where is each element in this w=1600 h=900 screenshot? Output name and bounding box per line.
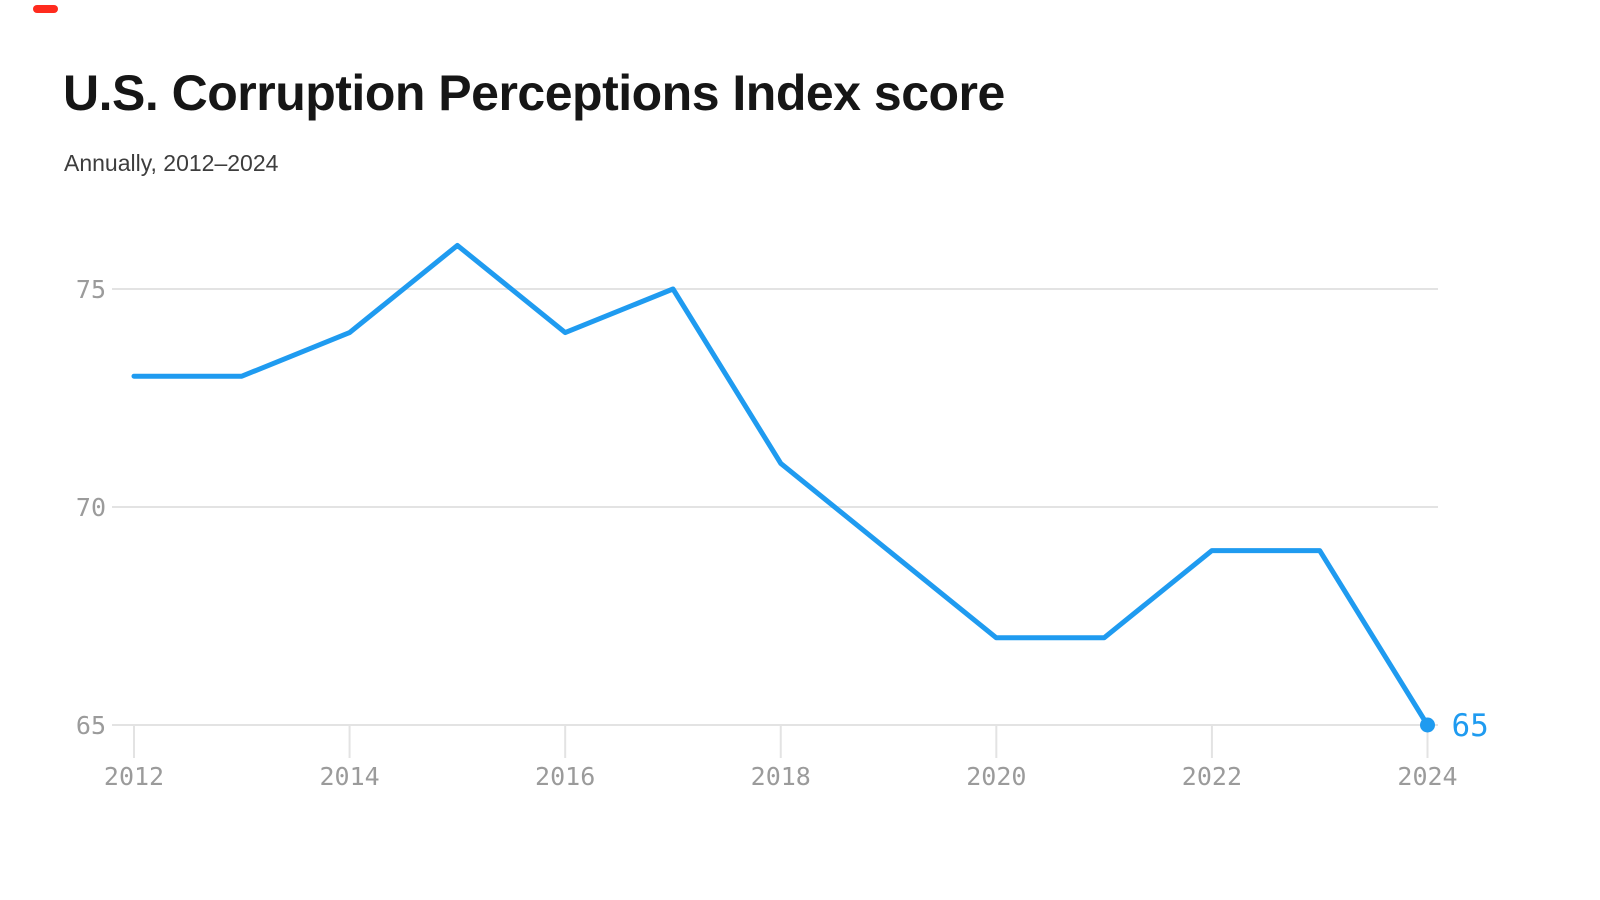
y-axis-label: 70 bbox=[76, 493, 106, 522]
end-point-dot bbox=[1420, 717, 1435, 733]
x-axis-label: 2018 bbox=[751, 762, 811, 791]
chart-subtitle: Annually, 2012–2024 bbox=[64, 150, 279, 176]
chart-title: U.S. Corruption Perceptions Index score bbox=[63, 65, 1005, 121]
x-axis-label: 2014 bbox=[319, 762, 379, 791]
x-axis-label: 2022 bbox=[1182, 762, 1242, 791]
x-axis-label: 2024 bbox=[1397, 762, 1457, 791]
data-line bbox=[131, 242, 1430, 728]
x-axis-label: 2012 bbox=[104, 762, 164, 791]
end-value-label: 65 bbox=[1452, 708, 1489, 744]
y-axis-label: 75 bbox=[76, 275, 106, 304]
brand-mark bbox=[33, 5, 58, 13]
y-axis-label: 65 bbox=[76, 711, 106, 740]
x-axis-label: 2016 bbox=[535, 762, 595, 791]
x-axis-label: 2020 bbox=[966, 762, 1026, 791]
